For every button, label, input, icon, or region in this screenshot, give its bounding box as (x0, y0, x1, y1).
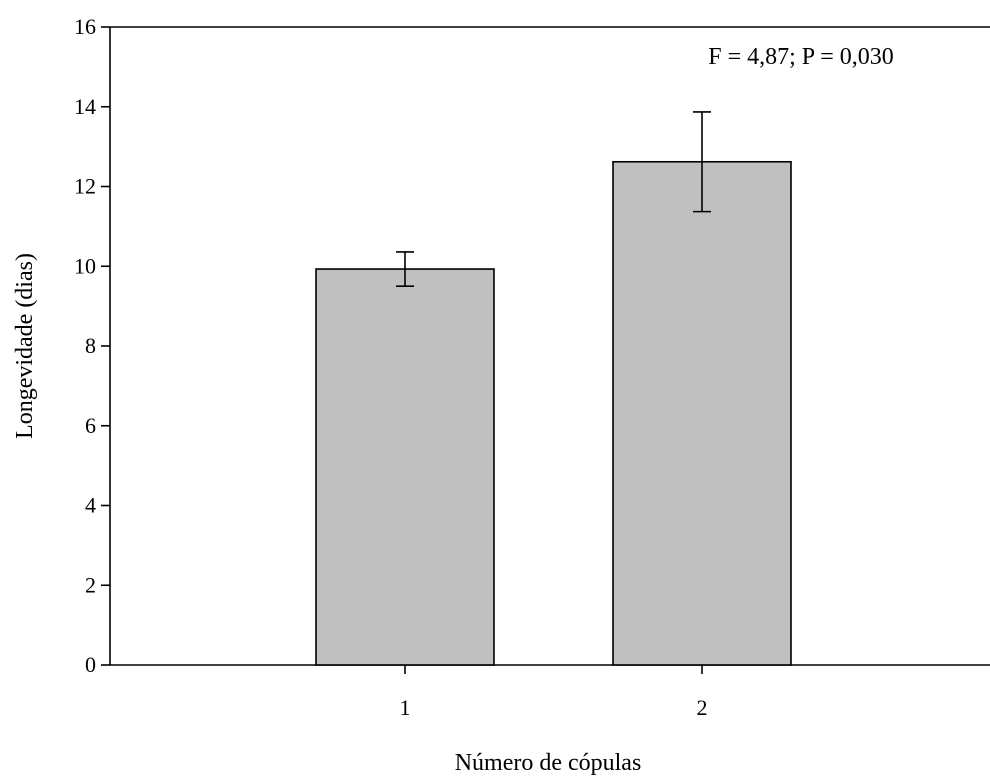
x-axis-title: Número de cópulas (455, 750, 642, 776)
y-axis-title: Longevidade (dias) (12, 253, 38, 439)
x-tick-label: 2 (697, 695, 708, 720)
y-tick-label: 14 (74, 94, 96, 119)
statistics-annotation: F = 4,87; P = 0,030 (708, 44, 894, 70)
y-tick-label: 4 (85, 493, 96, 518)
x-tick-label: 1 (400, 695, 411, 720)
bar-1 (315, 268, 495, 666)
axes (109, 26, 990, 666)
bar-2 (612, 160, 792, 666)
error-bars (396, 111, 711, 287)
y-ticks: 0 2 4 6 8 10 12 14 16 (74, 14, 110, 677)
y-tick-label: 16 (74, 14, 96, 39)
bars (315, 160, 792, 666)
y-tick-label: 8 (85, 333, 96, 358)
y-tick-label: 6 (85, 413, 96, 438)
y-tick-label: 2 (85, 572, 96, 597)
y-tick-label: 0 (85, 652, 96, 677)
y-tick-label: 10 (74, 253, 96, 278)
y-tick-label: 12 (74, 174, 96, 199)
